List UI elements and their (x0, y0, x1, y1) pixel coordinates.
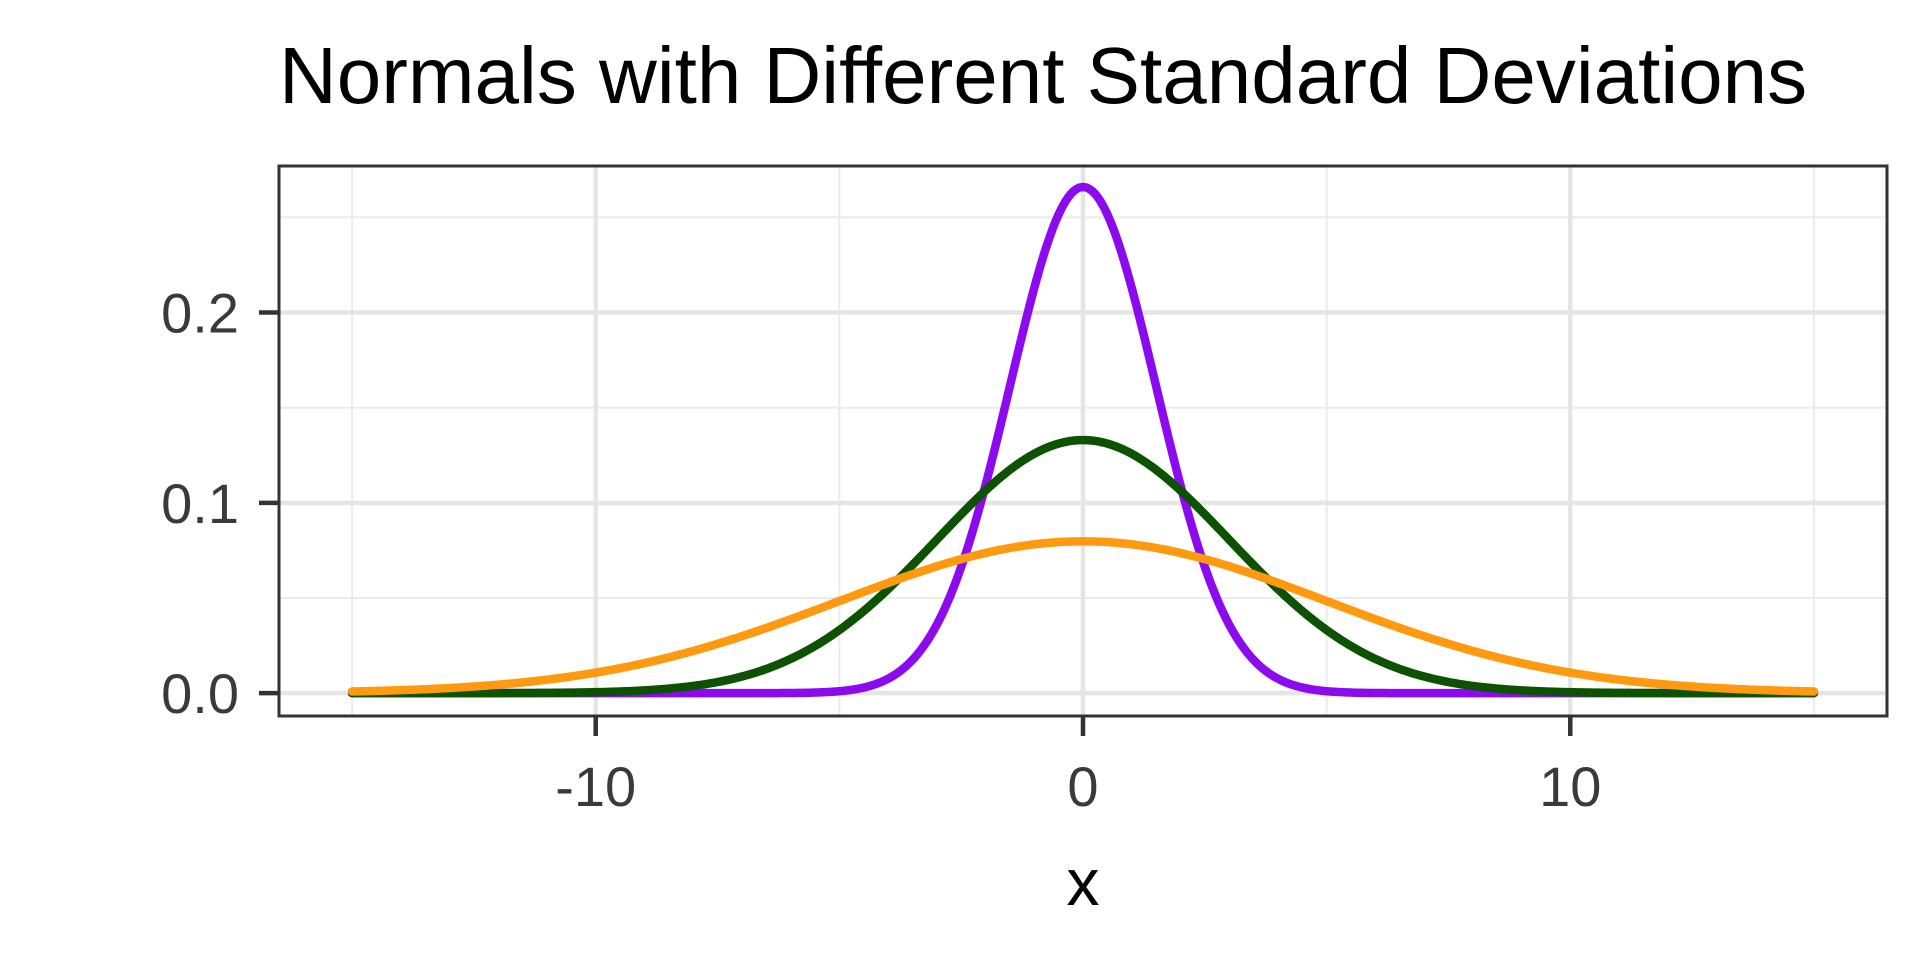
x-tick-label: 10 (1539, 755, 1601, 818)
x-axis: -10 0 10 (555, 716, 1601, 818)
y-tick-label: 0.2 (161, 282, 239, 345)
y-tick-label: 0.0 (161, 662, 239, 725)
series-lines (347, 182, 1819, 698)
x-tick-label: -10 (555, 755, 636, 818)
x-tick-label: 0 (1067, 755, 1098, 818)
y-tick-label: 0.1 (161, 472, 239, 535)
y-axis: 0.0 0.1 0.2 (161, 282, 279, 725)
series-line-3 (347, 537, 1819, 696)
x-axis-title: x (1067, 845, 1100, 919)
chart-title: Normals with Different Standard Deviatio… (279, 31, 1807, 120)
series-line-2 (347, 435, 1819, 698)
